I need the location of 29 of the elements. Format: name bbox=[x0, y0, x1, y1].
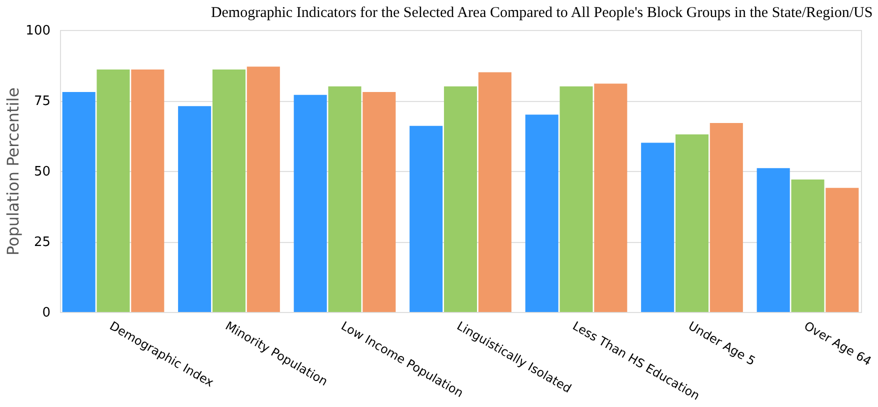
bar bbox=[641, 142, 674, 312]
y-axis-title: Population Percentile bbox=[4, 87, 23, 256]
bar bbox=[362, 92, 396, 312]
bar bbox=[131, 69, 164, 312]
x-tick-label: Over Age 64 bbox=[802, 318, 874, 368]
chart-title: Demographic Indicators for the Selected Area Compared to All People's Block Groups in the State/Region/US bbox=[210, 5, 873, 21]
bar bbox=[328, 86, 362, 312]
bar bbox=[560, 86, 593, 312]
y-tick-label: 100 bbox=[26, 24, 50, 38]
bar bbox=[791, 179, 824, 312]
bar bbox=[525, 114, 558, 312]
bar bbox=[246, 66, 280, 312]
bar bbox=[96, 69, 130, 312]
y-tick-label: 50 bbox=[34, 164, 50, 180]
bar bbox=[594, 84, 628, 312]
bar bbox=[756, 168, 790, 312]
bar bbox=[675, 134, 709, 312]
bar bbox=[444, 86, 478, 312]
bar bbox=[710, 123, 743, 312]
bar bbox=[212, 69, 246, 312]
bar bbox=[178, 106, 212, 312]
y-tick-label: 75 bbox=[34, 94, 50, 109]
bar bbox=[62, 92, 96, 312]
bar bbox=[294, 94, 327, 312]
y-tick-label: 0 bbox=[42, 306, 50, 320]
bar bbox=[410, 126, 443, 312]
bar bbox=[478, 72, 512, 312]
bar bbox=[826, 188, 859, 312]
y-tick-label: 25 bbox=[34, 235, 50, 250]
